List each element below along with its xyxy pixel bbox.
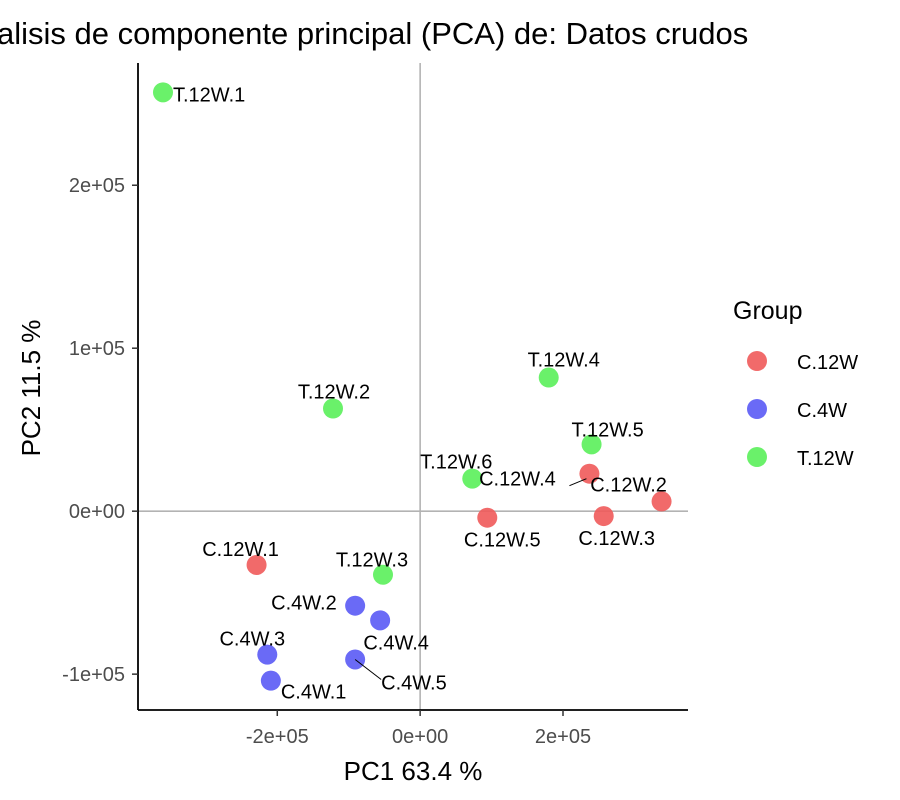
data-point [153,82,173,103]
point-label: C.4W.2 [271,593,337,615]
y-tick-label: 0e+00 [69,501,125,523]
point-label: T.12W.3 [336,550,408,572]
data-point [593,506,614,527]
point-label: C.12W.5 [464,530,541,552]
legend-label: C.12W [797,352,858,374]
data-point [257,644,278,665]
data-point [651,491,672,512]
x-tick-label: -2e+05 [246,726,309,748]
y-tick-label: 2e+05 [69,175,125,197]
data-point [345,595,366,616]
point-label: C.12W.2 [590,474,667,496]
legend-key [747,399,767,419]
chart-title: alisis de componente principal (PCA) de:… [0,16,748,51]
legend-key [747,351,767,371]
y-tick-label: -1e+05 [62,664,125,686]
axis-ticks: -2e+05 0e+00 2e+05 -1e+05 0e+00 1e+05 2e+05 [62,175,591,748]
data-point [370,610,391,631]
x-axis-label: PC1 63.4 % [344,756,483,786]
axes [137,63,688,711]
label-leader-lines [354,478,587,680]
point-label: C.4W.1 [281,682,347,704]
x-tick-label: 0e+00 [392,726,448,748]
point-label: C.12W.1 [202,539,279,561]
y-tick-label: 1e+05 [69,338,125,360]
point-label: T.12W.6 [420,452,492,474]
data-point [246,554,267,575]
data-point [462,468,483,489]
data-point [579,463,600,484]
data-points [153,82,672,691]
point-label: T.12W.4 [528,350,600,372]
data-point [323,398,343,419]
y-axis-label: PC2 11.5 % [16,320,46,457]
point-label: T.12W.5 [571,419,643,441]
legend-label: T.12W [797,448,854,470]
legend-label: C.4W [797,400,847,422]
point-label: C.4W.3 [219,629,285,651]
legend-key [747,447,767,467]
reference-lines [138,63,688,710]
data-point [538,367,559,388]
label-leader-line [354,659,382,680]
point-label: T.12W.1 [173,84,245,106]
data-point [581,434,602,455]
legend: Group C.12W C.4W T.12W [733,297,858,470]
data-point [260,670,281,691]
data-point [373,564,393,585]
legend-title: Group [733,297,802,325]
point-label: C.4W.5 [381,672,447,694]
point-label: T.12W.2 [298,382,370,404]
point-label: C.12W.3 [578,528,655,550]
data-point [477,507,498,528]
x-tick-label: 2e+05 [535,726,591,748]
point-label: C.12W.4 [479,469,556,491]
label-leader-line [569,478,587,487]
point-labels: T.12W.1 T.12W.2 T.12W.3 T.12W.4 T.12W.5 T.12W… [173,84,667,703]
point-label: C.4W.4 [363,632,429,654]
